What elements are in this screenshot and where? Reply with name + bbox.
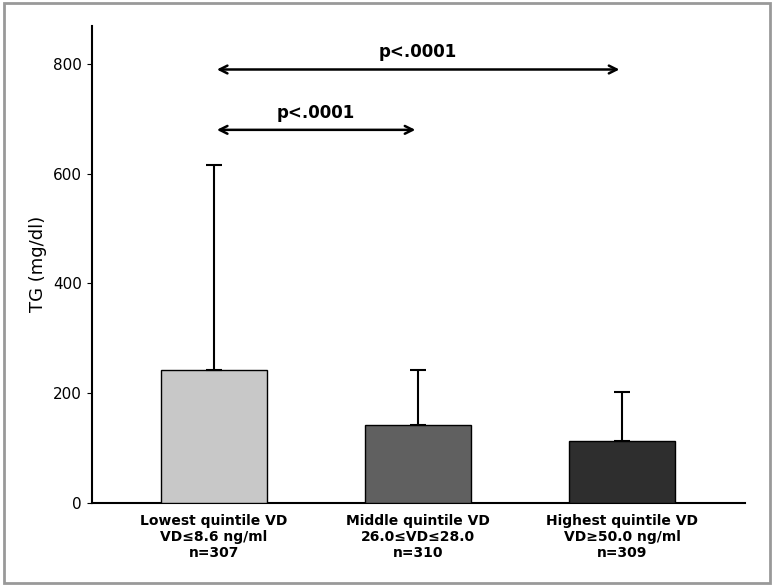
Bar bbox=[365, 425, 471, 503]
Text: p<.0001: p<.0001 bbox=[379, 43, 457, 62]
Text: p<.0001: p<.0001 bbox=[277, 104, 355, 122]
Bar bbox=[569, 441, 675, 503]
Bar bbox=[161, 370, 267, 503]
Y-axis label: TG (mg/dl): TG (mg/dl) bbox=[29, 216, 47, 312]
